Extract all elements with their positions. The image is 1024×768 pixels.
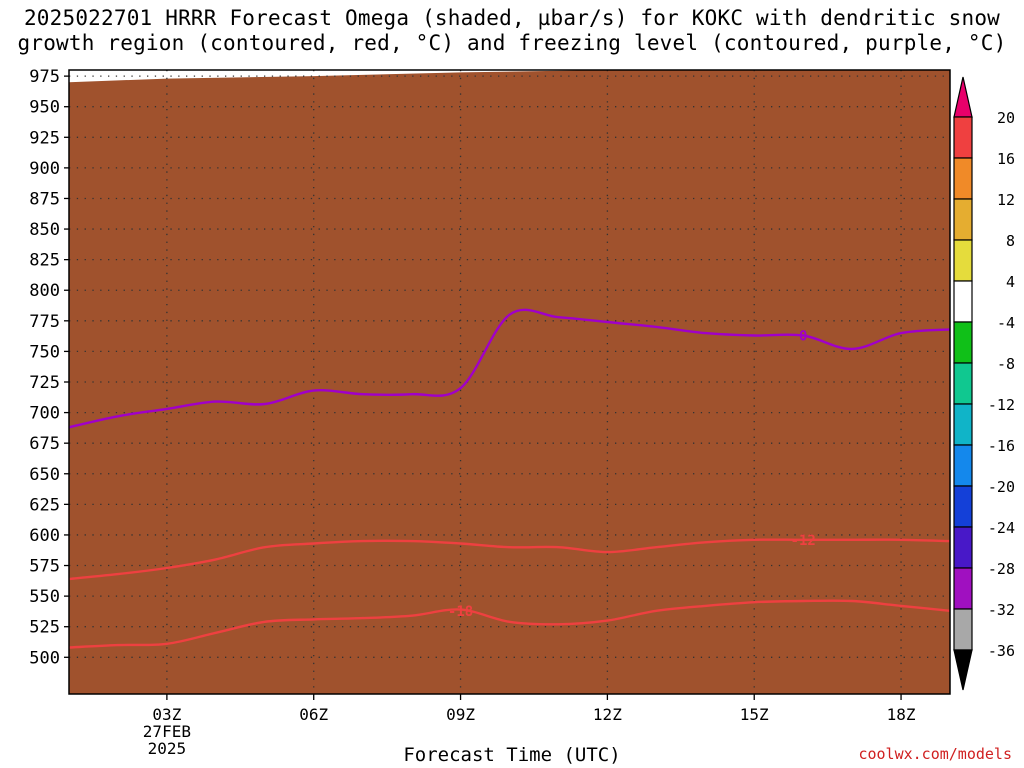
- y-tick-label-775: 775: [29, 312, 60, 332]
- colorbar: 20 16 12 8 4 -4 -8 -12 -16 -20 -24 -28 -32 -36: [953, 76, 1015, 691]
- y-tick-label-525: 525: [29, 618, 60, 638]
- colorbar-label--32: -32: [988, 601, 1015, 619]
- colorbar-bin--8-to--12: [953, 362, 973, 405]
- colorbar-bin-16-to-12: [953, 157, 973, 200]
- colorbar-bin--24-to--28: [953, 526, 973, 569]
- colorbar-label-16: 16: [997, 150, 1015, 168]
- y-tick-label-650: 650: [29, 465, 60, 485]
- contour-label--18: -18: [448, 604, 473, 620]
- contour-0: [69, 308, 950, 429]
- y-tick-label-750: 750: [29, 342, 60, 362]
- colorbar-bin--28-to--32: [953, 567, 973, 610]
- chart-title-line2: growth region (contoured, red, °C) and f…: [17, 31, 1007, 55]
- y-tick-label-600: 600: [29, 526, 60, 546]
- contour--12: [69, 538, 950, 581]
- x-tick-label-06Z: 06Z: [299, 705, 328, 724]
- terrain-fill: [69, 70, 950, 694]
- temperature-contours: -18 -12 0: [69, 308, 950, 649]
- colorbar-label--36: -36: [988, 642, 1015, 660]
- y-tick-label-900: 900: [29, 159, 60, 179]
- colorbar-label--4: -4: [997, 314, 1015, 332]
- source-credit[interactable]: coolwx.com/models: [858, 745, 1012, 763]
- x-tick-label-18Z: 18Z: [887, 705, 916, 724]
- gridlines: [69, 70, 950, 694]
- colorbar-bin-8-to-4: [953, 239, 973, 282]
- y-tick-label-625: 625: [29, 495, 60, 515]
- colorbar-bottom-arrow: [953, 649, 973, 691]
- colorbar-label-8: 8: [1006, 232, 1015, 250]
- x-tick-label-12Z: 12Z: [593, 705, 622, 724]
- colorbar-bin-20-to-16: [953, 116, 973, 159]
- y-tick-label-975: 975: [29, 67, 60, 87]
- y-tick-label-575: 575: [29, 557, 60, 577]
- y-tick-label-550: 550: [29, 587, 60, 607]
- colorbar-bin--16-to--20: [953, 444, 973, 487]
- y-tick-label-825: 825: [29, 251, 60, 271]
- y-tick-label-875: 875: [29, 189, 60, 209]
- y-tick-label-850: 850: [29, 220, 60, 240]
- y-tick-label-725: 725: [29, 373, 60, 393]
- colorbar-bin-12-to-8: [953, 198, 973, 241]
- colorbar-label--16: -16: [988, 437, 1015, 455]
- terrain: [69, 70, 950, 694]
- colorbar-bin--12-to--16: [953, 403, 973, 446]
- colorbar-bin--32-to--36: [953, 608, 973, 651]
- y-tick-label-950: 950: [29, 98, 60, 118]
- y-tick-label-800: 800: [29, 281, 60, 301]
- y-tick-label-700: 700: [29, 404, 60, 424]
- colorbar-label--20: -20: [988, 478, 1015, 496]
- colorbar-bin--4-to--8: [953, 321, 973, 364]
- colorbar-label--24: -24: [988, 519, 1015, 537]
- x-tick-label-03Z: 03Z: [152, 705, 181, 724]
- colorbar-label-4: 4: [1006, 273, 1015, 291]
- colorbar-label--8: -8: [997, 355, 1015, 373]
- x-date-label-year: 2025: [148, 739, 187, 758]
- colorbar-label-12: 12: [997, 191, 1015, 209]
- contour--18: [69, 599, 950, 649]
- colorbar-label--28: -28: [988, 560, 1015, 578]
- y-tick-label-925: 925: [29, 128, 60, 148]
- colorbar-bin--20-to--24: [953, 485, 973, 528]
- contour-label--12: -12: [791, 533, 816, 549]
- colorbar-label-20: 20: [997, 109, 1015, 127]
- x-tick-label-15Z: 15Z: [740, 705, 769, 724]
- y-tick-label-675: 675: [29, 434, 60, 454]
- contour-label-0: 0: [799, 329, 807, 345]
- y-tick-label-500: 500: [29, 648, 60, 668]
- chart-title-line1: 2025022701 HRRR Forecast Omega (shaded, …: [23, 6, 1001, 30]
- x-date-label-day: 27FEB: [143, 722, 191, 741]
- colorbar-top-arrow: [953, 76, 973, 118]
- colorbar-label--12: -12: [988, 396, 1015, 414]
- axes: 500 525 550 575 600 625 650 675 700 725 750 775 800 8…: [29, 67, 951, 758]
- x-axis-label: Forecast Time (UTC): [403, 744, 621, 766]
- x-tick-label-09Z: 09Z: [446, 705, 475, 724]
- colorbar-bin-4-to--4: [953, 280, 973, 323]
